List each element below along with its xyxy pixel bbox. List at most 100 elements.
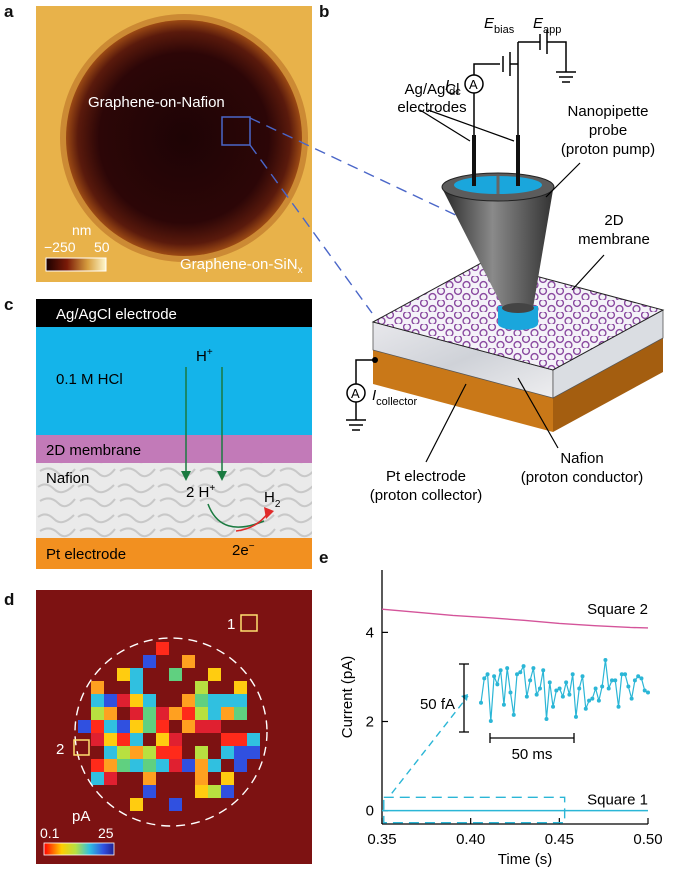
membrane-layer [36, 435, 312, 463]
map-pixel [234, 746, 247, 759]
graphene-on-nafion-label: Graphene-on-Nafion [88, 94, 225, 111]
map-pixel [130, 759, 143, 772]
x-tick-label: 0.35 [367, 831, 396, 848]
x-tick-label: 0.40 [456, 831, 485, 848]
map-pixel [195, 746, 208, 759]
inset-point [603, 658, 608, 663]
inset-point [528, 678, 533, 683]
nafion-label: Nafion (proton conductor) [521, 450, 644, 486]
map-pixel [117, 720, 130, 733]
map-pixel [130, 694, 143, 707]
series-label-square-2: Square 2 [587, 601, 648, 618]
inset-point [531, 666, 536, 671]
inset-point [557, 686, 562, 691]
inset-point [567, 692, 572, 697]
map-pixel [169, 707, 182, 720]
afm-zoom-square [221, 116, 251, 146]
inset-point [488, 718, 493, 723]
inset-point [498, 668, 503, 673]
inset-point [606, 686, 611, 691]
icollector-label: Icollector [372, 387, 417, 408]
nanopipette-label: Nanopipette probe (proton pump) [561, 103, 655, 158]
inset-point [541, 668, 546, 673]
map-pixel [143, 720, 156, 733]
square-1-marker [240, 614, 258, 632]
map-pixel [156, 720, 169, 733]
inset-point [501, 702, 506, 707]
svg-text:2: 2 [56, 741, 64, 758]
map-pixel [221, 733, 234, 746]
map-pixel [143, 759, 156, 772]
inset-point [511, 712, 516, 717]
map-pixel [130, 707, 143, 720]
panel-e-label: e [319, 548, 329, 567]
map-pixel [91, 759, 104, 772]
y-axis-label: Current (pA) [339, 656, 356, 739]
map-pixel [208, 785, 221, 798]
map-pixel [91, 720, 104, 733]
panel-a-afm-image: Graphene-on-Nafion Graphene-on-SiNx nm −… [36, 6, 312, 282]
map-pixel [182, 694, 195, 707]
map-pixel [91, 772, 104, 785]
inset-point [642, 688, 647, 693]
inset-point [515, 672, 520, 677]
map-pixel [130, 720, 143, 733]
panel-d-current-map: 1 2 pA 0.1 25 [36, 590, 312, 864]
inset-point [492, 674, 497, 679]
map-pixel [117, 733, 130, 746]
map-pixel [221, 694, 234, 707]
x-axis-label: Time (s) [498, 851, 552, 868]
inset-point [508, 690, 513, 695]
map-pixel [234, 694, 247, 707]
map-pixel [169, 733, 182, 746]
membrane-label: 2D membrane [578, 212, 650, 248]
inset-trace [480, 659, 649, 722]
y-tick-label: 0 [366, 803, 374, 820]
y-tick-label: 4 [366, 624, 374, 641]
inset-point [551, 704, 556, 709]
map-pixel [182, 759, 195, 772]
inset-point [596, 698, 601, 703]
map-pixel [221, 772, 234, 785]
svg-text:A: A [469, 77, 478, 92]
inset-point [482, 676, 487, 681]
inset-point [616, 704, 621, 709]
map-pixel [78, 720, 91, 733]
panel-c-label: c [4, 295, 14, 314]
inset-point [583, 706, 588, 711]
panel-c-layer-diagram: Ag/AgCl electrode 0.1 M HCl 2D membrane … [36, 299, 312, 569]
two-hplus-label: 2 H+ [186, 483, 215, 501]
map-pixel [104, 746, 117, 759]
map-colorbar [43, 842, 115, 856]
inset-point [570, 672, 575, 677]
map-pixel [234, 733, 247, 746]
electrodes-label: Ag/AgCl electrodes [397, 81, 466, 116]
map-pixel [91, 694, 104, 707]
map-pixel [221, 707, 234, 720]
svg-text:0.1 M HCl: 0.1 M HCl [56, 371, 123, 388]
map-pixel [117, 668, 130, 681]
map-pixel [143, 694, 156, 707]
inset-point [636, 674, 641, 679]
map-pixel [156, 707, 169, 720]
ammeter-collector-icon [346, 383, 366, 403]
map-pixel [104, 772, 117, 785]
inset-point [632, 678, 637, 683]
inset-point [495, 682, 500, 687]
svg-text:Ag/AgCl electrode: Ag/AgCl electrode [56, 306, 177, 323]
map-pixel [182, 720, 195, 733]
map-pixel [130, 733, 143, 746]
map-pixel [195, 759, 208, 772]
y-tick-label: 2 [366, 714, 374, 731]
map-pixel [195, 681, 208, 694]
map-pixel [182, 655, 195, 668]
map-pixel [130, 746, 143, 759]
agcl-layer [36, 299, 312, 327]
svg-text:2D membrane: 2D membrane [46, 442, 141, 459]
map-pixel [208, 668, 221, 681]
map-pixel [91, 707, 104, 720]
panel-b-schematic: A Idc Ebias Eapp Ag/AgCl electrodes Nanop… [346, 15, 665, 504]
map-pixel [143, 707, 156, 720]
map-pixel [130, 668, 143, 681]
map-pixel [195, 772, 208, 785]
